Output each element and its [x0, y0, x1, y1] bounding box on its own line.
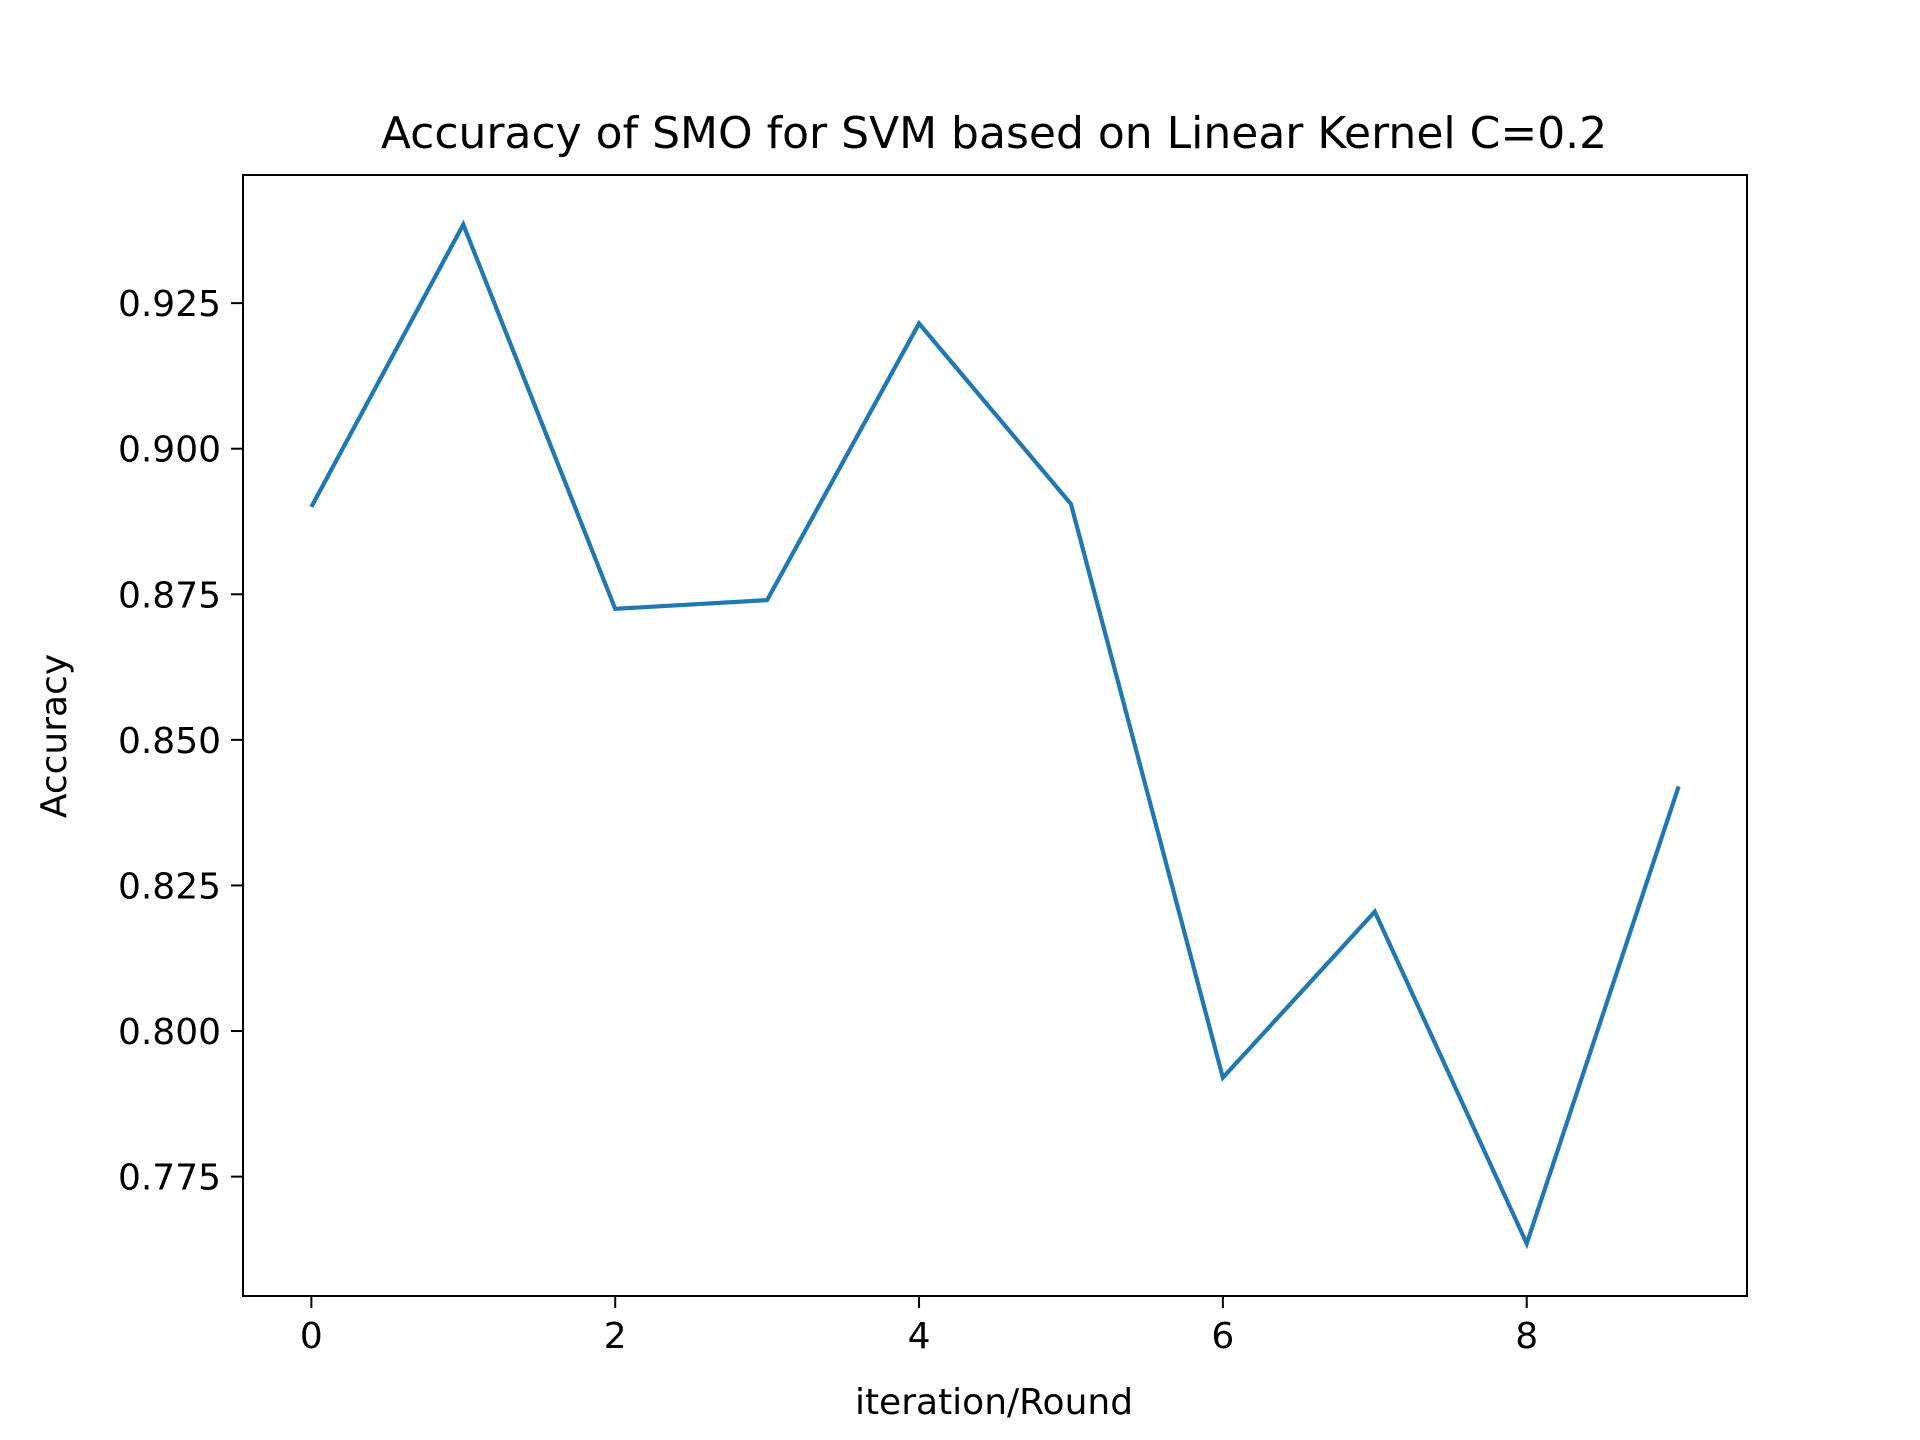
x-tick-label: 2 [604, 1316, 627, 1357]
x-tick-label: 4 [908, 1316, 931, 1357]
series-line-0 [309, 219, 1681, 1250]
y-axis-ticks: 0.775 0.800 0.825 0.850 0.875 0.900 0.925 [118, 284, 243, 1199]
chart-title: Accuracy of SMO for SVM based on Linear … [381, 108, 1607, 159]
y-tick-label: 0.850 [118, 721, 221, 762]
y-axis-label: Accuracy [34, 654, 75, 818]
y-tick-label: 0.825 [118, 866, 221, 907]
axes-frame [242, 174, 1748, 1297]
y-tick-label: 0.925 [118, 284, 221, 325]
plot-area [242, 174, 1748, 1297]
y-tick-label: 0.875 [118, 575, 221, 616]
x-tick-label: 6 [1211, 1316, 1234, 1357]
y-tick-label: 0.800 [118, 1012, 221, 1053]
x-axis-label: iteration/Round [855, 1382, 1133, 1423]
x-tick-label: 8 [1515, 1316, 1538, 1357]
y-tick-label: 0.900 [118, 430, 221, 471]
x-tick-label: 0 [300, 1316, 323, 1357]
x-axis-ticks: 0 2 4 6 8 [300, 1296, 1538, 1357]
y-tick-label: 0.775 [118, 1158, 221, 1199]
